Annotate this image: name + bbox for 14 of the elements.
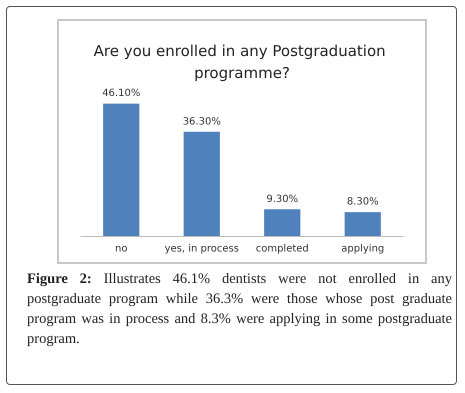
x-tick-label: completed [256,244,309,254]
bar [103,104,140,236]
data-label: 9.30% [266,194,298,205]
x-tick-label: yes, in process [164,244,239,254]
x-tick-label: no [115,244,128,254]
bar [264,209,300,236]
data-label: 36.30% [182,116,221,128]
caption: Figure 2: Illustrates 46.1% dentists were not enrolled in any postgraduate program while 36.3% were those whose post graduate program was in process and 8.3% were applying in some postgraduate program. [27,270,452,349]
bar [184,132,220,236]
chart-title: Are you enrolled in any Postgraduation programme? [94,42,390,82]
x-tick-label: applying [341,244,384,254]
data-label: 8.30% [346,196,379,208]
data-label: 46.10% [102,88,140,100]
bar [344,212,381,236]
